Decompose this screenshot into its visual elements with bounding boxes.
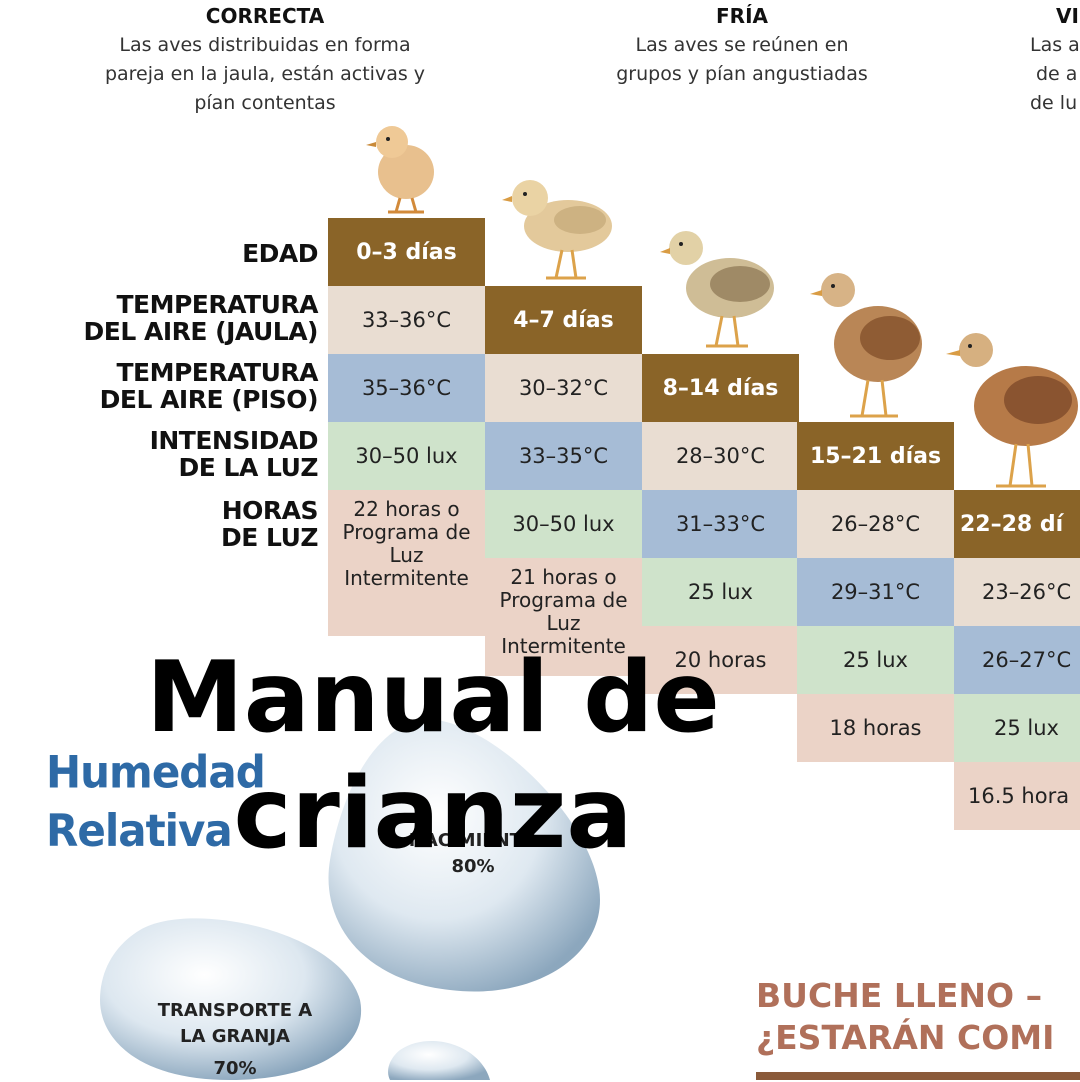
lux-cell: 25 lux xyxy=(954,694,1080,762)
row-label-line: TEMPERATURA xyxy=(116,358,318,387)
description-heading: VI xyxy=(1056,4,1079,28)
row-label-temp-piso: TEMPERATURA DEL AIRE (PISO) xyxy=(99,358,319,414)
row-label-line: DE LUZ xyxy=(221,523,319,552)
lux-cell: 30–50 lux xyxy=(328,422,485,490)
temp-jaula-cell: 23–26°C xyxy=(954,558,1080,626)
drop-label: NACIMIENTO xyxy=(408,830,538,851)
chick-illustration xyxy=(366,126,434,214)
overlay-title: Manual de crianza xyxy=(0,640,866,872)
chick-illustration xyxy=(810,273,922,418)
temp-jaula-cell: 30–32°C xyxy=(485,354,642,422)
age-cell: 4–7 días xyxy=(485,286,642,354)
row-label-edad: EDAD xyxy=(242,240,318,267)
temp-piso-cell: 29–31°C xyxy=(797,558,954,626)
hours-cell: 21 horas o Programa de Luz Intermitente xyxy=(485,558,642,676)
age-cell: 0–3 días xyxy=(328,218,485,286)
drop-label: LA GRANJA xyxy=(180,1026,290,1047)
row-label-line: EDAD xyxy=(242,239,318,268)
temp-jaula-cell: 28–30°C xyxy=(642,422,799,490)
row-label-line: DEL AIRE (PISO) xyxy=(99,385,319,414)
divider-bar xyxy=(756,1072,1080,1080)
age-cell: 15–21 días xyxy=(797,422,954,490)
temp-piso-cell: 35–36°C xyxy=(328,354,485,422)
description-line: grupos y pían angustiadas xyxy=(616,63,868,85)
age-cell: 8–14 días xyxy=(642,354,799,422)
description-line: Las a xyxy=(1030,34,1080,56)
hours-cell: 20 horas xyxy=(642,626,799,694)
row-label-line: HORAS xyxy=(221,496,319,525)
lux-cell: 25 lux xyxy=(797,626,954,694)
buche-heading-line: ¿ESTARÁN COMI xyxy=(756,1018,1055,1057)
lux-cell: 25 lux xyxy=(642,558,799,626)
lux-cell: 30–50 lux xyxy=(485,490,642,558)
description-line: de lu xyxy=(1030,92,1078,114)
description-correcta: CORRECTA Las aves distribuidas en forma … xyxy=(60,2,470,118)
temp-piso-cell: 33–35°C xyxy=(485,422,642,490)
chick-illustration xyxy=(946,333,1078,488)
hours-cell: 18 horas xyxy=(797,694,954,762)
description-line: Las aves se reúnen en xyxy=(635,34,849,56)
humidity-title: Humedad Relativa xyxy=(46,743,266,861)
temp-jaula-cell: 26–28°C xyxy=(797,490,954,558)
drop-label-nacimiento: NACIMIENTO 80% xyxy=(388,828,558,880)
buche-heading: BUCHE LLENO – ¿ESTARÁN COMI xyxy=(756,975,1054,1059)
buche-heading-line: BUCHE LLENO – xyxy=(756,976,1043,1015)
overlay-title-line: Manual de xyxy=(146,641,720,755)
row-label-temp-jaula: TEMPERATURA DEL AIRE (JAULA) xyxy=(83,290,319,346)
description-third: VI Las a de a de lu xyxy=(1030,2,1080,118)
description-line: pareja en la jaula, están activas y xyxy=(104,63,426,85)
row-label-horas: HORAS DE LUZ xyxy=(221,496,319,552)
humidity-title-line: Humedad xyxy=(46,746,266,798)
row-label-line: DE LA LUZ xyxy=(178,453,319,482)
row-label-line: INTENSIDAD xyxy=(149,426,319,455)
description-line: Las aves distribuidas en forma xyxy=(119,34,411,56)
hours-cell: 22 horas o Programa de Luz Intermitente xyxy=(328,490,485,636)
description-heading: FRÍA xyxy=(716,4,768,28)
description-heading: CORRECTA xyxy=(205,4,325,28)
row-label-line: DEL AIRE (JAULA) xyxy=(83,317,319,346)
temp-piso-cell: 26–27°C xyxy=(954,626,1080,694)
row-label-line: TEMPERATURA xyxy=(116,290,318,319)
drop-value: 80% xyxy=(451,856,495,877)
age-cell: 22–28 dí xyxy=(954,490,1080,558)
water-drops-illustration xyxy=(100,719,600,1080)
temp-piso-cell: 31–33°C xyxy=(642,490,799,558)
humidity-title-line: Relativa xyxy=(46,805,233,857)
overlay-title-line: crianza xyxy=(233,757,633,871)
drop-label-transporte: TRANSPORTE A LA GRANJA 70% xyxy=(130,998,340,1082)
description-line: pían contentas xyxy=(194,92,336,114)
description-fria: FRÍA Las aves se reúnen en grupos y pían… xyxy=(552,2,932,89)
drop-label: TRANSPORTE A xyxy=(157,1000,313,1021)
chick-illustration xyxy=(660,231,774,348)
drop-value: 70% xyxy=(213,1058,257,1079)
row-label-luz: INTENSIDAD DE LA LUZ xyxy=(149,426,319,482)
chick-illustration xyxy=(502,180,612,280)
hours-cell: 16.5 hora xyxy=(954,762,1080,830)
temp-jaula-cell: 33–36°C xyxy=(328,286,485,354)
description-line: de a xyxy=(1036,63,1078,85)
